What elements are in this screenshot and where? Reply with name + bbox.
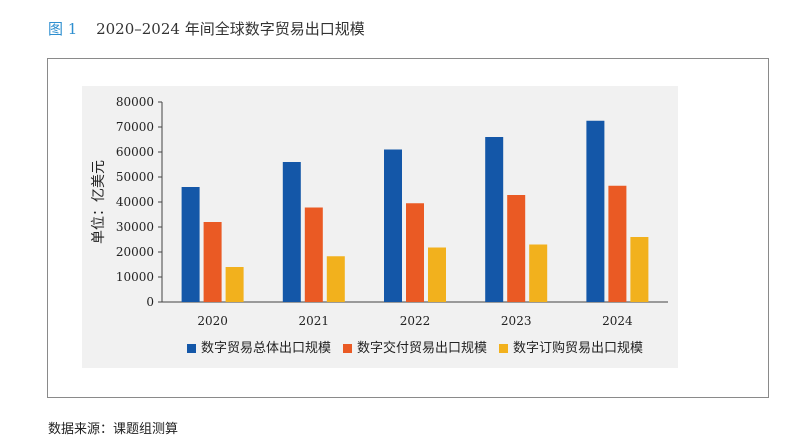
y-tick-label: 20000 xyxy=(116,245,154,259)
x-tick-label: 2021 xyxy=(299,314,330,328)
bar xyxy=(203,222,222,302)
figure-caption: 图 1 2020–2024 年间全球数字贸易出口规模 xyxy=(48,18,365,39)
y-tick-label: 70000 xyxy=(116,120,154,134)
x-tick-label: 2022 xyxy=(400,314,431,328)
source-note: 数据来源：课题组测算 xyxy=(48,422,179,437)
y-tick-label: 10000 xyxy=(116,270,154,284)
y-tick-label: 0 xyxy=(146,295,154,309)
legend-swatch xyxy=(343,344,352,353)
bar xyxy=(529,244,548,302)
bar xyxy=(428,247,446,302)
bar xyxy=(225,267,244,302)
legend-label: 数字交付贸易出口规模 xyxy=(357,340,487,356)
bar xyxy=(181,187,200,302)
bar xyxy=(304,207,323,302)
bar xyxy=(507,195,526,302)
x-tick-label: 2020 xyxy=(197,314,228,328)
bar xyxy=(282,162,301,302)
bar xyxy=(485,137,504,302)
x-tick-label: 2024 xyxy=(602,314,633,328)
y-tick-label: 80000 xyxy=(116,95,154,109)
bar xyxy=(326,256,345,302)
y-tick-label: 60000 xyxy=(116,145,154,159)
y-tick-label: 30000 xyxy=(116,220,154,234)
legend-label: 数字订购贸易出口规模 xyxy=(513,340,643,356)
bar xyxy=(608,185,627,302)
y-axis-title: 单位：亿美元 xyxy=(91,160,107,244)
y-tick-label: 50000 xyxy=(116,170,154,184)
bar xyxy=(586,120,605,302)
legend-swatch xyxy=(499,344,508,353)
x-tick-label: 2023 xyxy=(501,314,532,328)
legend-label: 数字贸易总体出口规模 xyxy=(201,341,331,356)
figure-number: 图 1 xyxy=(48,20,78,38)
bar xyxy=(630,237,649,302)
bar xyxy=(384,149,402,302)
chart-background xyxy=(82,86,678,368)
bar xyxy=(406,203,424,302)
figure-title: 2020–2024 年间全球数字贸易出口规模 xyxy=(96,20,365,38)
legend-swatch xyxy=(187,344,196,353)
y-tick-label: 40000 xyxy=(116,195,154,209)
